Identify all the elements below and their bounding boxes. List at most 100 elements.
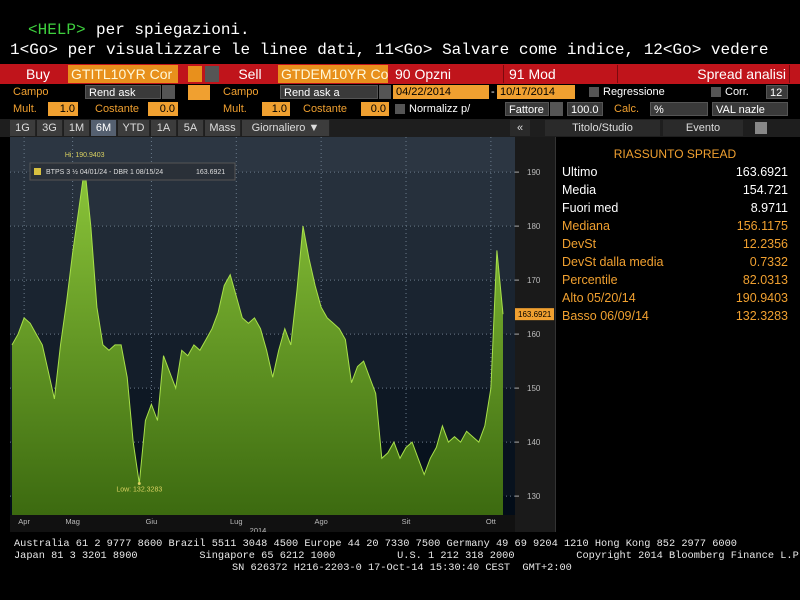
period-tab[interactable]: 1G xyxy=(10,120,36,136)
footer-line: Japan 81 3 3201 8900 Singapore 65 6212 1… xyxy=(14,550,800,562)
options-menu[interactable]: 90 Opzni xyxy=(392,65,504,83)
const-label: Costante xyxy=(95,103,140,115)
summary-value: 0.7332 xyxy=(749,255,788,269)
mult-field[interactable]: 1.0 xyxy=(48,102,78,116)
y-tick-label: 140 xyxy=(527,438,541,447)
collapse-button[interactable]: « xyxy=(510,120,530,136)
y-tick-label: 180 xyxy=(527,222,541,231)
mult-label: Mult. xyxy=(223,103,247,115)
low-marker xyxy=(137,482,141,486)
legend-swatch xyxy=(34,168,41,175)
date-separator: - xyxy=(491,86,495,98)
y-tick-label: 160 xyxy=(527,330,541,339)
const-label: Costante xyxy=(303,103,348,115)
field-select[interactable]: Rend ask a xyxy=(280,85,378,99)
checkbox[interactable] xyxy=(589,87,599,97)
help-text: per spiegazioni. xyxy=(96,21,250,39)
x-tick-label: Lug xyxy=(230,517,243,526)
summary-label: Percentile xyxy=(562,273,618,287)
summary-value: 82.0313 xyxy=(742,273,788,287)
summary-value: 156.1175 xyxy=(736,219,788,233)
corr-label: Corr. xyxy=(725,86,749,98)
spread-title: Spread analisi xyxy=(640,65,790,83)
axis-panel xyxy=(515,137,555,532)
normalize-label: Normalizz p/ xyxy=(409,103,471,115)
last-value-tag xyxy=(515,308,554,321)
currency-select[interactable]: VAL nazle xyxy=(712,102,788,116)
period-tab[interactable]: YTD xyxy=(118,120,150,136)
chart: 130 140 150 160 170 180 190 Apr Mag Giu Lug Ago Sit O… xyxy=(10,137,555,532)
period-tab[interactable]: Giornaliero ▼ xyxy=(242,120,330,136)
x-tick-label: Mag xyxy=(65,517,80,526)
settings-icon[interactable] xyxy=(755,122,767,134)
dropdown-arrow[interactable] xyxy=(379,85,391,99)
summary-value: 163.6921 xyxy=(735,165,788,179)
field-select[interactable]: Rend ask xyxy=(85,85,161,99)
const-field[interactable]: 0.0 xyxy=(361,102,389,116)
last-value-label: 163.6921 xyxy=(518,310,552,319)
mod-menu[interactable]: 91 Mod xyxy=(506,65,618,83)
corr-field[interactable]: 12 xyxy=(766,85,788,99)
sell-ticker-field[interactable]: GTDEM10YR Co xyxy=(278,65,388,83)
y-tick-label: 170 xyxy=(527,276,541,285)
buy-ticker-field[interactable]: GTITL10YR Cor xyxy=(68,65,178,83)
x-axis-label: 2014 xyxy=(250,526,267,532)
field-label: Campo xyxy=(223,86,259,98)
summary-label: DevSt xyxy=(562,237,597,251)
summary-label: DevSt dalla media xyxy=(562,255,664,269)
dropdown-arrow[interactable] xyxy=(188,66,202,82)
x-tick-label: Apr xyxy=(18,517,30,526)
period-tab[interactable]: 3G xyxy=(37,120,63,136)
calc-label: Calc. xyxy=(614,103,640,115)
y-tick-label: 130 xyxy=(527,492,541,501)
period-tab[interactable]: 1A xyxy=(151,120,177,136)
summary-value: 12.2356 xyxy=(742,237,788,251)
period-tab[interactable]: 1M xyxy=(64,120,90,136)
summary-label: Ultimo xyxy=(562,165,598,179)
period-tab[interactable]: 5A xyxy=(178,120,204,136)
legend-value: 163.6921 xyxy=(196,169,225,176)
summary-panel xyxy=(555,137,800,532)
study-tab[interactable]: Titolo/Studio xyxy=(545,120,660,136)
period-tab[interactable]: Mass xyxy=(205,120,241,136)
summary-value: 8.9711 xyxy=(750,201,788,215)
summary-value: 154.721 xyxy=(742,183,788,197)
help-key: <HELP> xyxy=(28,21,86,39)
checkbox[interactable] xyxy=(395,104,405,114)
high-annotation: Hi: 190.9403 xyxy=(65,152,105,159)
checkbox[interactable] xyxy=(711,87,721,97)
end-date[interactable]: 10/17/2014 xyxy=(497,85,575,99)
start-date[interactable]: 04/22/2014 xyxy=(393,85,489,99)
dropdown-arrow[interactable] xyxy=(162,85,175,99)
mult-field[interactable]: 1.0 xyxy=(262,102,290,116)
summary-label: Media xyxy=(562,183,597,197)
summary-label: Fuori med xyxy=(562,201,619,215)
swap-icon[interactable] xyxy=(188,85,210,100)
calc-select[interactable]: % xyxy=(650,102,708,116)
mult-label: Mult. xyxy=(13,103,37,115)
dropdown-arrow[interactable] xyxy=(205,66,219,82)
dropdown-arrow[interactable] xyxy=(550,102,563,116)
x-tick-label: Giu xyxy=(146,517,158,526)
legend-label: BTPS 3 ½ 04/01/24 - DBR 1 08/15/24 xyxy=(46,168,163,176)
summary-label: Basso 06/09/14 xyxy=(562,309,649,323)
low-annotation: Low: 132.3283 xyxy=(116,487,162,494)
summary-value: 132.3283 xyxy=(735,309,788,323)
series-area xyxy=(12,167,503,515)
buy-button[interactable]: Buy xyxy=(10,65,66,83)
y-tick-label: 190 xyxy=(527,168,541,177)
y-tick-label: 150 xyxy=(527,384,541,393)
footer-line: Australia 61 2 9777 8600 Brazil 5511 304… xyxy=(14,538,737,550)
const-field[interactable]: 0.0 xyxy=(148,102,178,116)
footer-line: SN 626372 H216-2203-0 17-Oct-14 15:30:40… xyxy=(232,562,572,574)
period-tab[interactable]: 6M xyxy=(91,120,117,136)
sell-button[interactable]: Sell xyxy=(224,65,276,83)
factor-select[interactable]: Fattore xyxy=(505,102,549,116)
event-tab[interactable]: Evento xyxy=(663,120,743,136)
background-band xyxy=(10,172,515,227)
factor-field[interactable]: 100.0 xyxy=(567,102,603,116)
summary-title: RIASSUNTO SPREAD xyxy=(613,147,737,161)
summary-label: Alto 05/20/14 xyxy=(562,291,636,305)
field-label: Campo xyxy=(13,86,49,98)
